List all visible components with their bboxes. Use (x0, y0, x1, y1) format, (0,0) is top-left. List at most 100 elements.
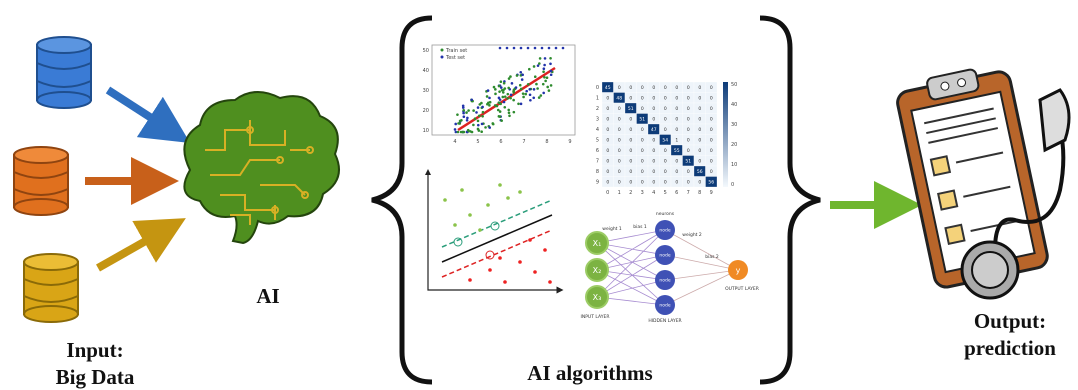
point (498, 256, 502, 260)
point (529, 99, 532, 102)
matrix-row-label: 4 (596, 127, 599, 133)
matrix-col-label: 6 (675, 190, 678, 196)
point (533, 88, 536, 91)
point (543, 67, 546, 70)
matrix-value: 0 (606, 169, 609, 175)
matrix-value: 0 (675, 85, 678, 91)
y-tick-label: 20 (423, 108, 429, 114)
matrix-value: 0 (710, 159, 713, 165)
point (494, 93, 497, 96)
neural-network: X₁X₂X₃nodenodenodenodeyweight 1bias 1neu… (581, 211, 759, 324)
point (481, 123, 484, 126)
point (512, 99, 515, 102)
point (528, 88, 531, 91)
point (515, 86, 518, 89)
point (511, 82, 514, 85)
y-tick-label: 10 (423, 128, 429, 134)
point (518, 190, 522, 194)
point (468, 278, 472, 282)
point (456, 113, 459, 116)
point (538, 96, 541, 99)
point (462, 112, 465, 115)
matrix-value: 48 (616, 96, 622, 102)
point (466, 117, 469, 120)
point (518, 260, 522, 264)
point (493, 86, 496, 89)
matrix-row-label: 1 (596, 96, 599, 102)
matrix-value: 0 (641, 180, 644, 186)
matrix-value: 0 (652, 159, 655, 165)
matrix-value: 0 (675, 180, 678, 186)
point (498, 183, 502, 187)
matrix-row-label: 6 (596, 148, 599, 154)
point (534, 47, 537, 50)
point (512, 91, 515, 94)
matrix-value: 0 (664, 148, 667, 154)
matrix-value: 0 (606, 117, 609, 123)
point (509, 97, 512, 100)
point (481, 106, 484, 109)
matrix-value: 0 (618, 138, 621, 144)
matrix-value: 0 (629, 180, 632, 186)
matrix-value: 0 (687, 117, 690, 123)
input-label: Input: (66, 338, 123, 362)
point (488, 126, 491, 129)
matrix-col-label: 0 (606, 190, 609, 196)
point (499, 47, 502, 50)
x-tick-label: 4 (453, 139, 456, 145)
point (549, 57, 552, 60)
matrix-value: 0 (641, 138, 644, 144)
matrix-col-label: 4 (652, 190, 655, 196)
svm-plot (428, 172, 560, 290)
point (507, 87, 510, 90)
point (529, 93, 532, 96)
matrix-value: 0 (698, 180, 701, 186)
matrix-value: 0 (664, 117, 667, 123)
matrix-value: 56 (697, 169, 703, 175)
point (499, 115, 502, 118)
matrix-value: 0 (652, 96, 655, 102)
point (524, 93, 527, 96)
point (472, 124, 475, 127)
matrix-value: 0 (641, 169, 644, 175)
edge (665, 255, 738, 270)
matrix-value: 0 (641, 127, 644, 133)
point (474, 117, 477, 120)
point (548, 47, 551, 50)
hidden-label: node (659, 303, 670, 309)
confusion-matrix: 4500000000004800000000005100000000005100… (596, 82, 738, 196)
matrix-value: 0 (629, 169, 632, 175)
point (443, 198, 447, 202)
matrix-value: 0 (641, 159, 644, 165)
point (521, 78, 524, 81)
point (546, 76, 549, 79)
colorbar-label: 0 (731, 182, 734, 188)
matrix-col-label: 3 (641, 190, 644, 196)
matrix-value: 0 (687, 96, 690, 102)
point (477, 120, 480, 123)
matrix-value: 0 (698, 138, 701, 144)
x-tick-label: 5 (476, 139, 479, 145)
point (500, 119, 503, 122)
matrix-value: 0 (675, 159, 678, 165)
matrix-value: 0 (710, 148, 713, 154)
point (528, 238, 532, 242)
point (491, 122, 494, 125)
point (477, 124, 480, 127)
point (466, 119, 469, 122)
point (467, 129, 470, 132)
point (543, 248, 547, 252)
matrix-value: 0 (618, 148, 621, 154)
matrix-value: 51 (685, 159, 691, 165)
matrix-value: 56 (708, 180, 714, 186)
point (521, 73, 524, 76)
point (482, 111, 485, 114)
point (462, 106, 465, 109)
point (508, 77, 511, 80)
matrix-value: 0 (687, 148, 690, 154)
matrix-col-label: 8 (698, 190, 701, 196)
point (477, 106, 480, 109)
point (459, 120, 462, 123)
point (498, 97, 501, 100)
colorbar-label: 40 (731, 102, 737, 108)
